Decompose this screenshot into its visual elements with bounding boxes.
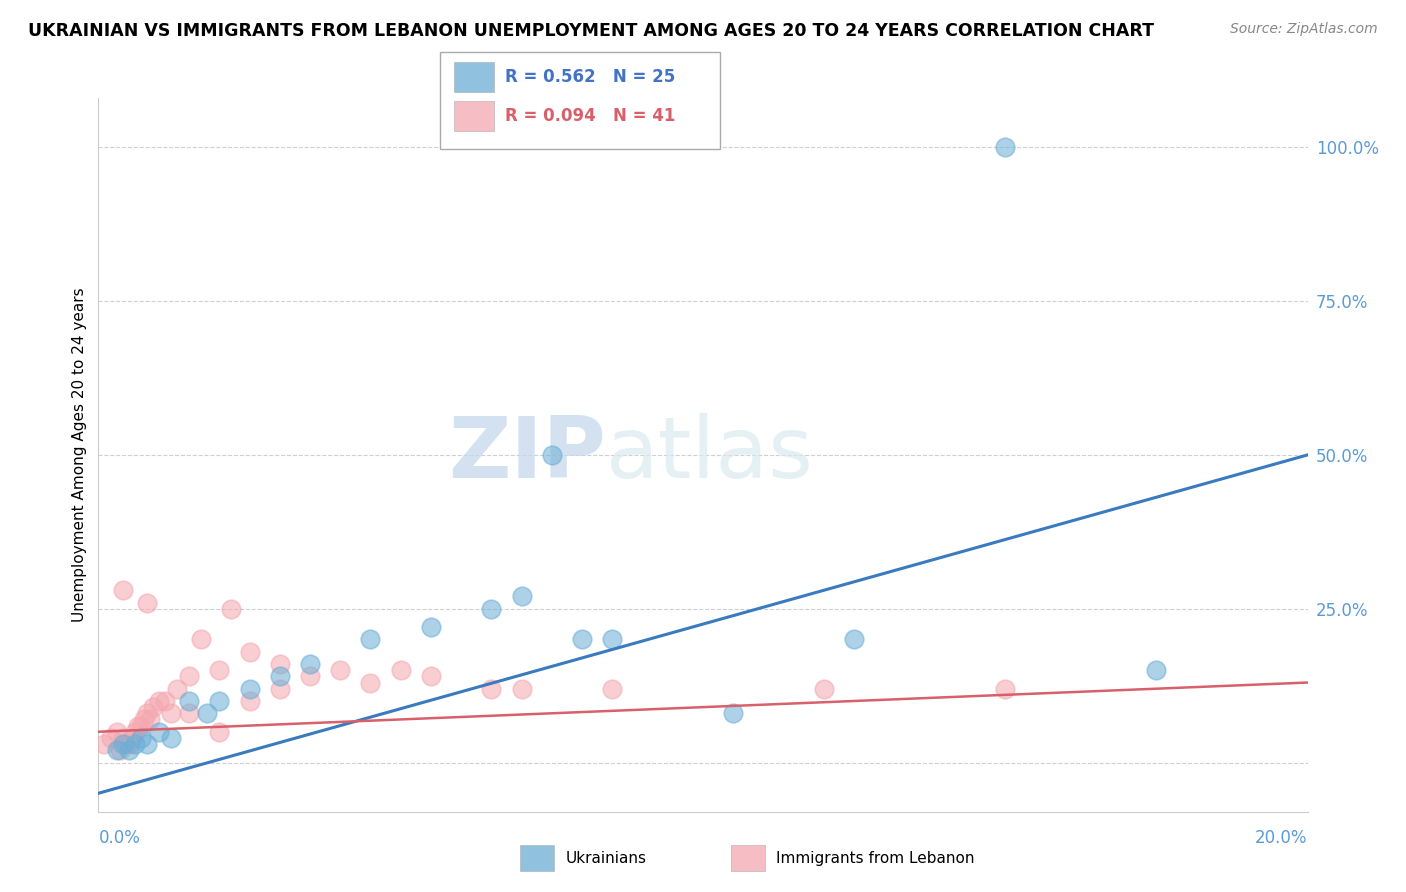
Point (160, 706, 183, 721)
Point (111, 583, 134, 598)
Point (118, 737, 141, 751)
Text: atlas: atlas (606, 413, 814, 497)
Point (1146, 663, 1168, 677)
Point (132, 713, 155, 727)
Text: 20.0%: 20.0% (1256, 829, 1308, 847)
Text: 0.0%: 0.0% (98, 829, 141, 847)
Point (124, 737, 146, 751)
Point (541, 448, 564, 462)
Point (135, 737, 157, 751)
Point (160, 731, 183, 745)
Point (221, 601, 243, 615)
Point (179, 694, 201, 708)
Point (813, 681, 835, 696)
Point (166, 681, 188, 696)
Point (269, 681, 291, 696)
Point (124, 724, 146, 739)
Point (105, 724, 128, 739)
Point (389, 663, 412, 677)
Point (208, 724, 231, 739)
Point (239, 645, 262, 659)
Point (299, 657, 322, 671)
Point (108, 743, 131, 757)
Point (179, 706, 201, 721)
Text: R = 0.562   N = 25: R = 0.562 N = 25 (505, 68, 675, 86)
Text: UKRAINIAN VS IMMIGRANTS FROM LEBANON UNEMPLOYMENT AMONG AGES 20 TO 24 YEARS CORR: UKRAINIAN VS IMMIGRANTS FROM LEBANON UNE… (28, 22, 1154, 40)
Point (571, 632, 593, 647)
Point (481, 681, 503, 696)
Point (121, 731, 143, 745)
Point (602, 681, 624, 696)
Point (208, 663, 231, 677)
Point (844, 632, 866, 647)
Point (135, 706, 157, 721)
Point (93, 737, 115, 751)
Point (195, 706, 218, 721)
Point (139, 713, 162, 727)
Point (360, 632, 382, 647)
Point (269, 657, 291, 671)
Point (129, 731, 152, 745)
Point (360, 675, 382, 690)
Point (723, 706, 745, 721)
Point (481, 601, 503, 615)
Text: Ukrainians: Ukrainians (565, 851, 647, 865)
Point (299, 669, 322, 683)
Point (420, 620, 443, 634)
Point (100, 731, 122, 745)
Point (114, 737, 136, 751)
Point (269, 669, 291, 683)
Point (239, 694, 262, 708)
Point (127, 718, 149, 732)
Point (510, 590, 533, 604)
Point (994, 681, 1017, 696)
Point (153, 694, 176, 708)
Point (148, 724, 170, 739)
Point (239, 681, 262, 696)
Point (208, 694, 231, 708)
Point (135, 596, 157, 610)
Point (602, 632, 624, 647)
Text: Source: ZipAtlas.com: Source: ZipAtlas.com (1230, 22, 1378, 37)
Point (510, 681, 533, 696)
Point (111, 731, 134, 745)
Y-axis label: Unemployment Among Ages 20 to 24 years: Unemployment Among Ages 20 to 24 years (72, 287, 87, 623)
Point (105, 743, 128, 757)
Point (142, 700, 165, 714)
Point (111, 737, 134, 751)
Point (179, 669, 201, 683)
Point (129, 718, 152, 732)
Text: Immigrants from Lebanon: Immigrants from Lebanon (776, 851, 974, 865)
Text: R = 0.094   N = 41: R = 0.094 N = 41 (505, 107, 675, 125)
Text: ZIP: ZIP (449, 413, 606, 497)
Point (148, 694, 170, 708)
Point (420, 669, 443, 683)
Point (994, 140, 1017, 154)
Point (329, 663, 352, 677)
Point (190, 632, 212, 647)
Point (118, 743, 141, 757)
